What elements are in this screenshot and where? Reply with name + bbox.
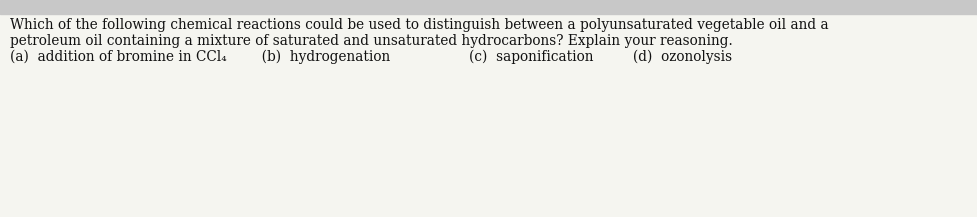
Bar bbox=[0, 0, 977, 14]
Text: petroleum oil containing a mixture of saturated and unsaturated hydrocarbons? Ex: petroleum oil containing a mixture of sa… bbox=[10, 34, 733, 48]
Text: Which of the following chemical reactions could be used to distinguish between a: Which of the following chemical reaction… bbox=[10, 18, 828, 32]
Text: (a)  addition of bromine in CCl₄        (b)  hydrogenation                  (c) : (a) addition of bromine in CCl₄ (b) hydr… bbox=[10, 50, 732, 64]
